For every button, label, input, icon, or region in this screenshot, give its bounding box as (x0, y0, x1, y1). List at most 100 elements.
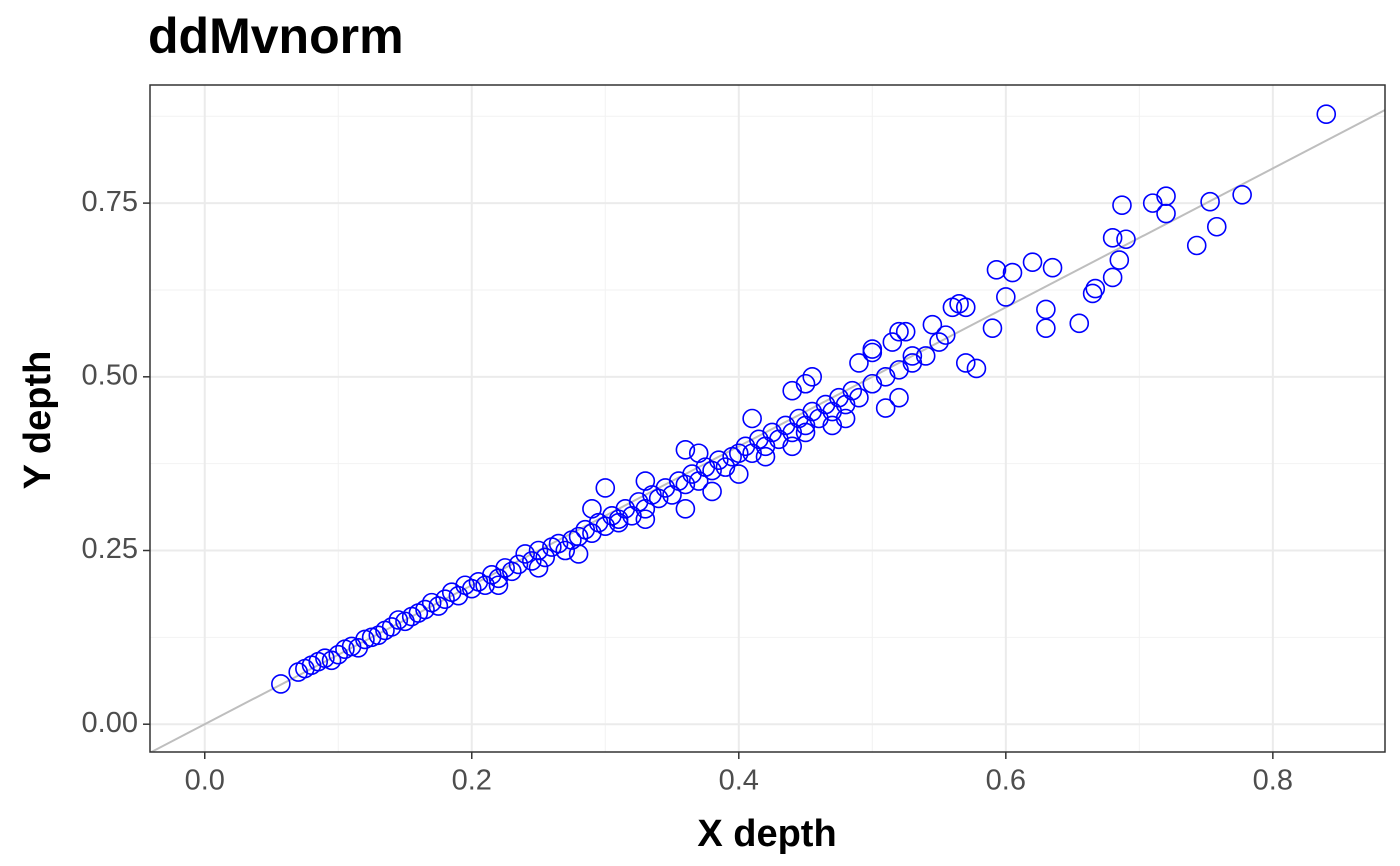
point (381, 617, 402, 637)
point (1232, 184, 1252, 205)
point (1206, 216, 1227, 237)
point (1116, 229, 1136, 250)
point (675, 439, 696, 460)
point (728, 464, 749, 484)
point (702, 481, 722, 502)
point (862, 342, 883, 363)
point (902, 353, 923, 373)
x-tick-label: 0.6 (986, 765, 1026, 797)
point (428, 596, 449, 616)
point (782, 380, 803, 401)
point (568, 544, 589, 564)
x-axis-title: X depth (697, 813, 836, 855)
point (675, 499, 696, 519)
point (682, 464, 702, 484)
x-tick-label: 0.0 (185, 765, 225, 797)
point (628, 492, 649, 512)
y-axis-title: Y depth (17, 351, 59, 490)
point (762, 422, 782, 443)
point (982, 318, 1003, 338)
point (715, 457, 736, 477)
point (889, 321, 909, 342)
point (795, 373, 816, 394)
y-tick-label: 0.00 (82, 707, 138, 739)
point (862, 373, 883, 394)
point (1102, 267, 1123, 288)
point (996, 287, 1016, 307)
point (1109, 250, 1130, 270)
point (728, 443, 749, 464)
point (488, 575, 509, 596)
x-tick-label: 0.2 (452, 765, 492, 797)
point (1200, 191, 1220, 212)
point (648, 488, 669, 509)
point (749, 429, 769, 450)
point (688, 443, 709, 464)
point (448, 585, 469, 606)
reference-line (150, 109, 1385, 752)
point (966, 358, 987, 379)
point (475, 575, 495, 596)
point (595, 478, 616, 498)
point (882, 332, 903, 352)
point (548, 533, 569, 554)
point (922, 314, 943, 335)
point (735, 436, 756, 457)
panel-border (149, 84, 1386, 753)
point (929, 332, 949, 352)
point (415, 599, 435, 620)
point (271, 674, 291, 694)
point (522, 551, 542, 571)
point (875, 367, 896, 387)
point (675, 474, 696, 495)
point (461, 578, 482, 599)
point (608, 512, 629, 533)
point (582, 499, 602, 519)
point (829, 387, 849, 408)
point (1112, 195, 1132, 215)
x-tick-label: 0.8 (1253, 765, 1293, 797)
point (1002, 262, 1023, 283)
point (742, 408, 762, 429)
point (835, 408, 856, 429)
point (535, 547, 556, 568)
point (915, 346, 936, 366)
point (802, 401, 823, 422)
point (655, 478, 676, 498)
point (1036, 299, 1056, 320)
point (1102, 228, 1123, 248)
point (435, 589, 455, 609)
point (902, 346, 923, 366)
point (502, 561, 522, 582)
point (875, 398, 896, 418)
point (1069, 313, 1090, 334)
point (949, 294, 969, 314)
point (802, 367, 823, 387)
y-tick-label: 0.50 (82, 359, 138, 391)
point (755, 446, 776, 467)
point (341, 636, 362, 657)
point (795, 422, 816, 443)
point (1036, 318, 1056, 338)
chart-title: ddMvnorm (148, 8, 404, 64)
point (708, 450, 729, 470)
point (1022, 252, 1043, 272)
point (815, 394, 836, 415)
point (508, 554, 529, 575)
point (321, 650, 342, 671)
point (635, 509, 656, 530)
point (986, 260, 1007, 280)
point (775, 415, 796, 436)
point (889, 360, 909, 380)
point (849, 387, 869, 408)
point (1316, 104, 1337, 124)
x-tick-label: 0.4 (719, 765, 759, 797)
point (515, 544, 535, 564)
point (849, 353, 869, 373)
point (702, 460, 722, 481)
point (895, 321, 916, 342)
point (635, 471, 656, 491)
point (388, 610, 409, 630)
point (1085, 278, 1106, 299)
